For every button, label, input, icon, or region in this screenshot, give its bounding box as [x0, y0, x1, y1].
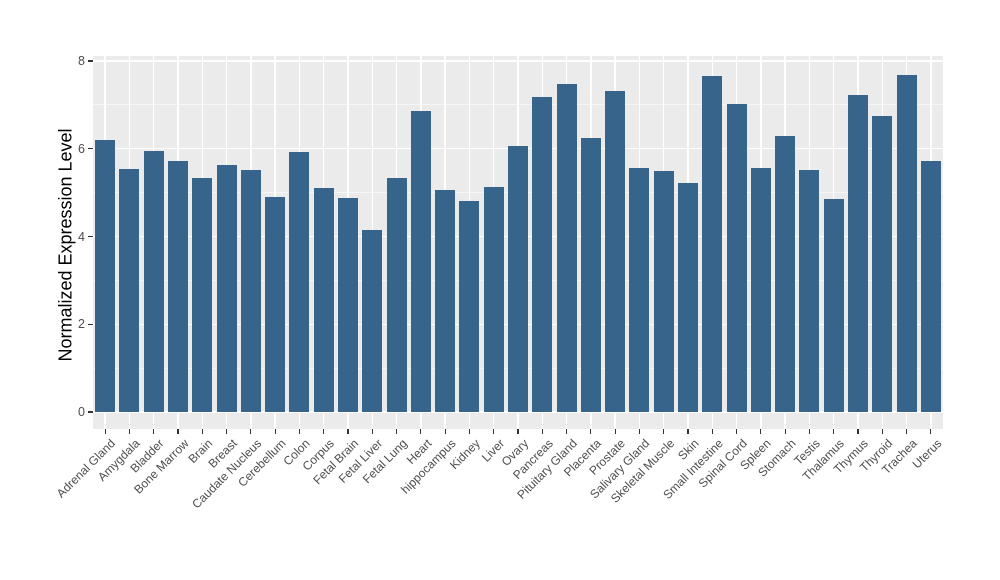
x-tick-mark	[177, 429, 179, 434]
x-tick-mark	[225, 429, 228, 434]
bar-cerebellum	[265, 196, 286, 412]
bar-thalamus	[823, 199, 844, 412]
bar-uterus	[920, 161, 941, 412]
bar-breast	[216, 164, 237, 412]
x-tick-mark	[128, 429, 131, 434]
bar-skin	[678, 182, 698, 412]
x-tick-mark	[323, 429, 325, 434]
x-tick-mark	[638, 429, 641, 434]
x-tick-mark	[808, 429, 811, 434]
x-tick-mark	[517, 429, 519, 434]
bar-adrenal-gland	[95, 140, 116, 412]
x-tick-mark	[565, 429, 568, 434]
y-tick-label: 2	[78, 317, 85, 332]
bar-brain	[192, 178, 213, 412]
bar-pituitary-gland	[556, 83, 577, 412]
x-tick-mark	[104, 429, 106, 434]
x-tick-mark	[347, 429, 349, 434]
bar-thyroid	[872, 116, 893, 412]
bar-heart	[410, 110, 431, 412]
x-tick-mark	[274, 429, 276, 434]
y-tick-label: 8	[78, 54, 85, 68]
bar-bladder	[143, 150, 164, 412]
y-tick-mark	[88, 60, 93, 62]
x-tick-mark	[905, 429, 908, 434]
bar-prostate	[605, 91, 626, 412]
bar-spleen	[750, 168, 771, 412]
x-tick-mark	[687, 429, 689, 434]
y-tick-mark	[88, 323, 93, 325]
bar-spinal-cord	[726, 103, 747, 412]
bar-kidney	[459, 200, 480, 412]
x-tick-mark	[590, 429, 592, 434]
x-tick-mark	[833, 429, 835, 434]
bar-skeletal-muscle	[653, 170, 674, 412]
bar-fetal-brain	[338, 198, 358, 412]
x-tick-mark	[395, 429, 398, 434]
y-tick-mark	[88, 411, 93, 413]
bar-pancreas	[532, 96, 553, 412]
bar-small-intestine	[702, 76, 723, 412]
x-tick-mark	[614, 429, 616, 434]
x-tick-mark	[735, 429, 738, 434]
bar-thymus	[848, 94, 868, 412]
bar-stomach	[775, 136, 796, 412]
x-tick-mark	[493, 429, 495, 434]
bar-salivary-gland	[629, 168, 650, 412]
bar-bone-marrow	[168, 161, 188, 412]
x-tick-mark	[541, 429, 543, 434]
bar-colon	[289, 152, 310, 412]
x-tick-mark	[153, 429, 155, 434]
bar-placenta	[580, 138, 601, 412]
x-tick-mark	[444, 429, 446, 434]
x-tick-mark	[663, 429, 665, 434]
bar-caudate-nucleus	[240, 170, 261, 412]
x-tick-mark	[784, 429, 786, 434]
x-tick-mark	[857, 429, 859, 434]
y-tick-mark	[88, 235, 93, 238]
bar-fetal-lung	[386, 177, 407, 412]
bar-ovary	[508, 145, 528, 412]
bar-trachea	[896, 74, 917, 412]
y-tick-label: 4	[78, 229, 85, 244]
x-tick-mark	[201, 429, 203, 434]
y-tick-label: 6	[78, 141, 85, 156]
x-tick-mark	[468, 429, 471, 434]
y-tick-mark	[88, 148, 93, 150]
plot-panel	[93, 56, 943, 429]
x-tick-mark	[930, 429, 932, 434]
bar-liver	[483, 186, 504, 412]
x-tick-mark	[760, 429, 762, 434]
y-tick-label: 0	[78, 405, 85, 419]
x-tick-mark	[298, 429, 301, 434]
x-tick-mark	[881, 429, 883, 434]
bar-amygdala	[119, 169, 140, 412]
bar-fetal-liver	[362, 229, 383, 412]
x-tick-mark	[371, 429, 373, 434]
x-tick-mark	[711, 429, 713, 434]
x-tick-mark	[250, 429, 252, 434]
bar-testis	[799, 170, 820, 412]
x-tick-mark	[420, 429, 422, 434]
bar-corpus	[313, 187, 334, 412]
bar-hippocampus	[435, 189, 456, 412]
